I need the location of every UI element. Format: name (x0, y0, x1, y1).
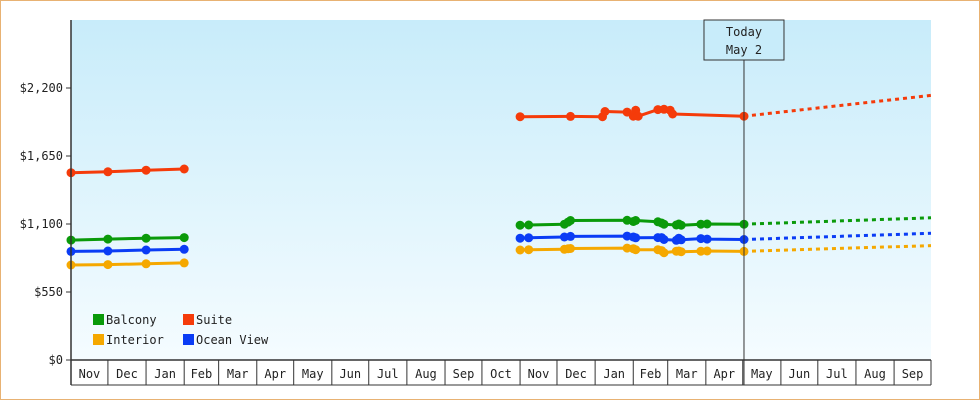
x-tick-label: Nov (528, 367, 550, 381)
data-point[interactable] (103, 260, 113, 270)
data-point[interactable] (515, 112, 525, 122)
y-ticks: $0 $550 $1,100 $1,650 $2,200 (20, 81, 71, 367)
data-point[interactable] (702, 234, 712, 244)
data-point[interactable] (631, 245, 641, 255)
data-point[interactable] (676, 220, 686, 230)
x-tick-label: Feb (640, 367, 662, 381)
legend-label: Balcony (106, 313, 157, 327)
y-tick-label: $550 (34, 285, 63, 299)
legend: Balcony Suite Interior Ocean View (93, 313, 269, 347)
legend-label: Interior (106, 333, 164, 347)
x-tick-label: Aug (864, 367, 886, 381)
forecast-lines (743, 93, 932, 253)
data-point[interactable] (141, 245, 151, 255)
series-suite (66, 104, 749, 178)
x-tick-label: Jul (377, 367, 399, 381)
data-point[interactable] (141, 233, 151, 243)
data-point[interactable] (141, 165, 151, 175)
data-point[interactable] (179, 164, 189, 174)
data-point[interactable] (179, 233, 189, 243)
x-tick-label: Jan (154, 367, 176, 381)
x-tick-label: Apr (713, 367, 735, 381)
series-line (70, 236, 185, 242)
y-tick-label: $1,650 (20, 149, 63, 163)
data-point[interactable] (659, 235, 669, 244)
data-point[interactable] (524, 245, 534, 255)
series-balcony (66, 215, 749, 245)
today-label-line1: Today (726, 25, 762, 39)
forecast-line (743, 244, 932, 253)
legend-label: Ocean View (196, 333, 269, 347)
data-point[interactable] (676, 235, 686, 245)
data-point[interactable] (659, 248, 669, 258)
data-point[interactable] (524, 233, 534, 243)
data-point[interactable] (659, 219, 669, 229)
data-point[interactable] (566, 111, 575, 121)
data-point[interactable] (103, 167, 113, 177)
legend-swatch (183, 314, 194, 325)
series-line (70, 261, 185, 267)
today-marker: Today May 2 (703, 19, 785, 385)
x-tick-label: Mar (227, 367, 249, 381)
x-tick-label: Dec (565, 367, 587, 381)
today-box (703, 19, 785, 61)
y-tick-label: $0 (49, 353, 63, 367)
data-point[interactable] (633, 111, 643, 121)
x-tick-label: Jan (603, 367, 625, 381)
x-tick-label: Sep (902, 367, 924, 381)
data-point[interactable] (600, 107, 610, 116)
x-tick-label: Jun (789, 367, 811, 381)
legend-swatch (93, 334, 104, 345)
data-point[interactable] (631, 216, 641, 225)
data-point[interactable] (141, 259, 151, 269)
data-point[interactable] (631, 233, 641, 243)
x-tick-label: Feb (191, 367, 213, 381)
data-point[interactable] (103, 246, 113, 256)
data-point[interactable] (515, 245, 525, 255)
x-tick-label: May (751, 367, 773, 381)
data-point[interactable] (702, 219, 712, 229)
x-ticks: Nov Dec Jan Feb Mar Apr May Jun Jul Aug Sep Oct Nov D… (70, 360, 932, 385)
data-point[interactable] (566, 244, 575, 253)
forecast-line (743, 231, 932, 241)
axes (70, 20, 931, 386)
forecast-line (743, 216, 932, 226)
data-point[interactable] (702, 246, 712, 256)
data-point[interactable] (103, 234, 113, 244)
data-point[interactable] (524, 220, 534, 230)
legend-swatch (183, 334, 194, 345)
legend-label: Suite (196, 313, 232, 327)
data-point[interactable] (566, 231, 575, 241)
x-tick-label: Oct (490, 367, 512, 381)
data-point[interactable] (179, 244, 189, 254)
legend-swatch (93, 314, 104, 325)
data-point[interactable] (668, 109, 678, 119)
x-tick-label: Sep (453, 367, 475, 381)
plot-area (71, 20, 931, 360)
series-line (70, 247, 185, 253)
series-interior (66, 243, 749, 270)
y-tick-label: $1,100 (20, 217, 63, 231)
x-tick-label: Dec (116, 367, 138, 381)
y-tick-label: $2,200 (20, 81, 63, 95)
series-line (70, 167, 185, 175)
x-tick-label: Aug (415, 367, 437, 381)
data-point[interactable] (676, 247, 686, 257)
x-tick-label: May (302, 367, 324, 381)
x-tick-label: Nov (79, 367, 101, 381)
data-point[interactable] (179, 258, 189, 268)
data-point[interactable] (566, 216, 575, 225)
today-label-line2: May 2 (726, 43, 762, 57)
data-point[interactable] (515, 220, 525, 230)
x-tick-label: Jul (826, 367, 848, 381)
x-tick-label: Jun (339, 367, 361, 381)
data-point[interactable] (515, 233, 525, 243)
x-tick-label: Apr (264, 367, 286, 381)
x-tick-label: Mar (676, 367, 698, 381)
series-lines (66, 104, 749, 270)
